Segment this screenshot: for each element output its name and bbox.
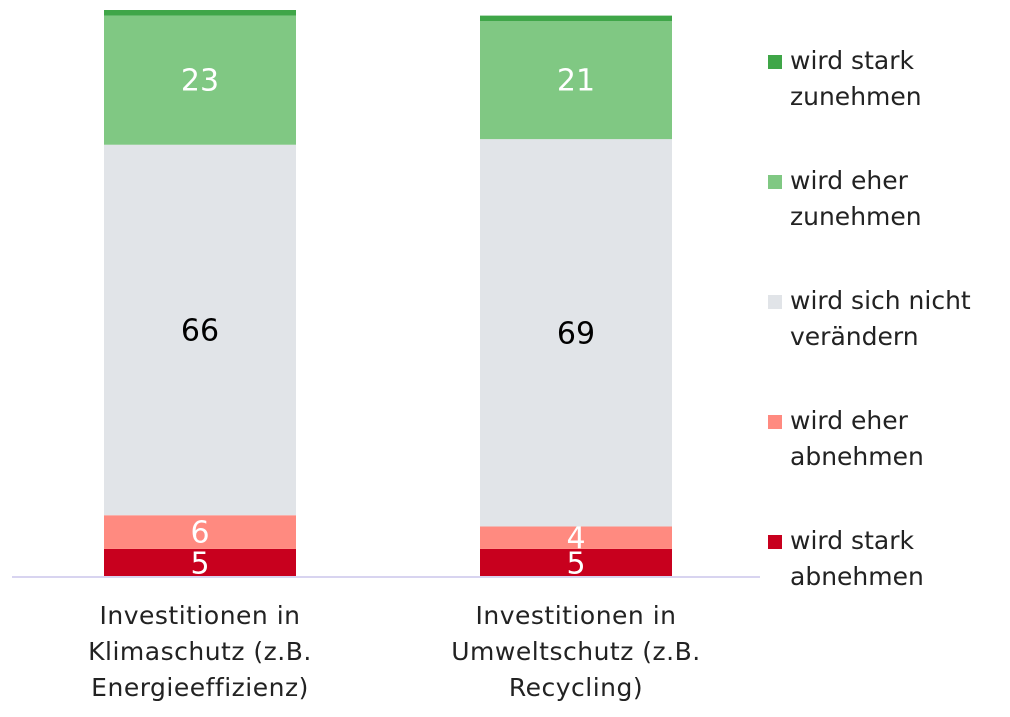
value-label: 5 [190,546,209,581]
legend-label: wird stark zunehmen [790,46,922,111]
legend-label: wird eher abnehmen [790,406,924,471]
bar-segment [480,21,672,140]
value-label: 21 [557,64,595,99]
value-label: 23 [181,64,219,99]
bar-segment [480,548,672,577]
bar-segment [480,15,672,22]
legend-label: wird sich nicht verändern [790,286,971,351]
legend-swatch [768,415,782,429]
bar-segment [104,144,296,516]
bar-segment [104,548,296,577]
value-label: 69 [557,316,595,351]
x-tick-label: Investitionen in Klimaschutz (z.B. Energ… [88,601,312,702]
x-tick-label: Investitionen in Umweltschutz (z.B. Recy… [451,601,701,702]
bar-segment [104,10,296,16]
bar-segment [480,139,672,527]
legend-swatch [768,295,782,309]
legend-swatch [768,55,782,69]
bar-segment [480,526,672,549]
bar-segment [104,15,296,145]
value-label: 6 [190,516,209,551]
legend-swatch [768,175,782,189]
bar-segment [104,515,296,549]
legend-label: wird eher zunehmen [790,166,922,231]
legend-label: wird stark abnehmen [790,526,924,591]
value-label: 66 [181,313,219,348]
value-label: 4 [566,521,585,556]
legend-swatch [768,535,782,549]
value-label: 5 [566,546,585,581]
